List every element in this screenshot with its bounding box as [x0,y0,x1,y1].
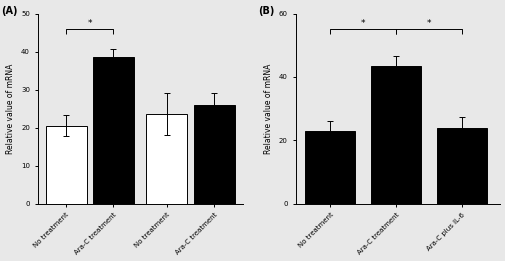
Bar [92,57,133,204]
Y-axis label: Relative value of mRNA: Relative value of mRNA [7,63,16,154]
Bar [436,128,486,204]
Text: (B): (B) [258,6,274,16]
Bar [305,131,355,204]
Text: (A): (A) [1,6,17,16]
Text: *: * [87,19,92,28]
Bar [193,105,234,204]
Text: *: * [426,20,430,28]
Text: *: * [360,20,365,28]
Bar [370,66,420,204]
Y-axis label: Relative value of mRNA: Relative value of mRNA [264,63,273,154]
Bar [45,126,86,204]
Bar [146,114,187,204]
